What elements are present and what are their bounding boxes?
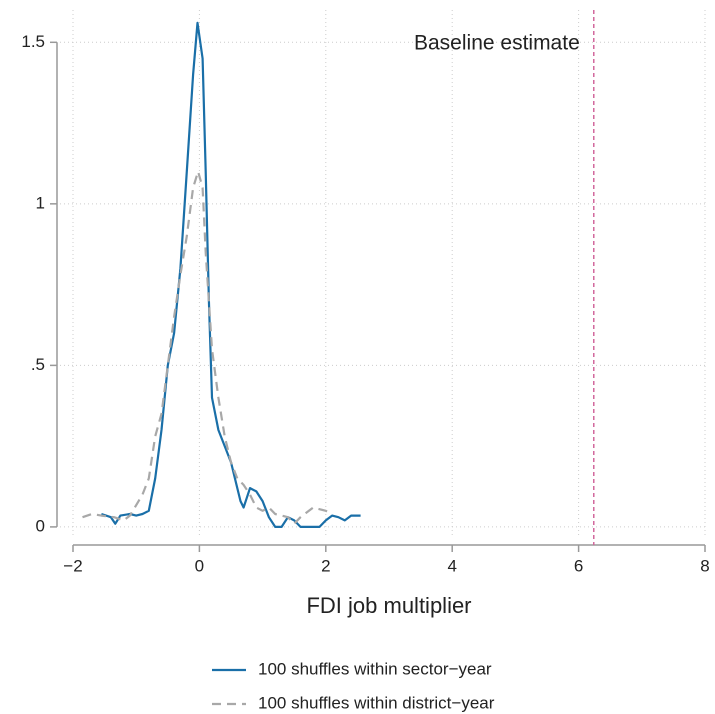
y-tick-label: 1.5	[21, 32, 45, 51]
x-tick-label: 6	[574, 556, 583, 575]
x-tick-label: 4	[447, 556, 456, 575]
legend-label: 100 shuffles within district−year	[258, 693, 495, 712]
series-line	[101, 21, 361, 528]
annotation: Baseline estimate	[414, 32, 580, 55]
x-tick-label: −2	[63, 556, 82, 575]
y-tick-label: .5	[31, 355, 45, 374]
legend-label: 100 shuffles within sector−year	[258, 659, 492, 678]
x-axis-title: FDI job multiplier	[306, 593, 471, 618]
x-tick-label: 0	[195, 556, 204, 575]
x-tick-label: 2	[321, 556, 330, 575]
y-tick-label: 0	[36, 516, 45, 535]
series-line	[82, 170, 333, 525]
y-tick-label: 1	[36, 193, 45, 212]
x-tick-label: 8	[700, 556, 709, 575]
